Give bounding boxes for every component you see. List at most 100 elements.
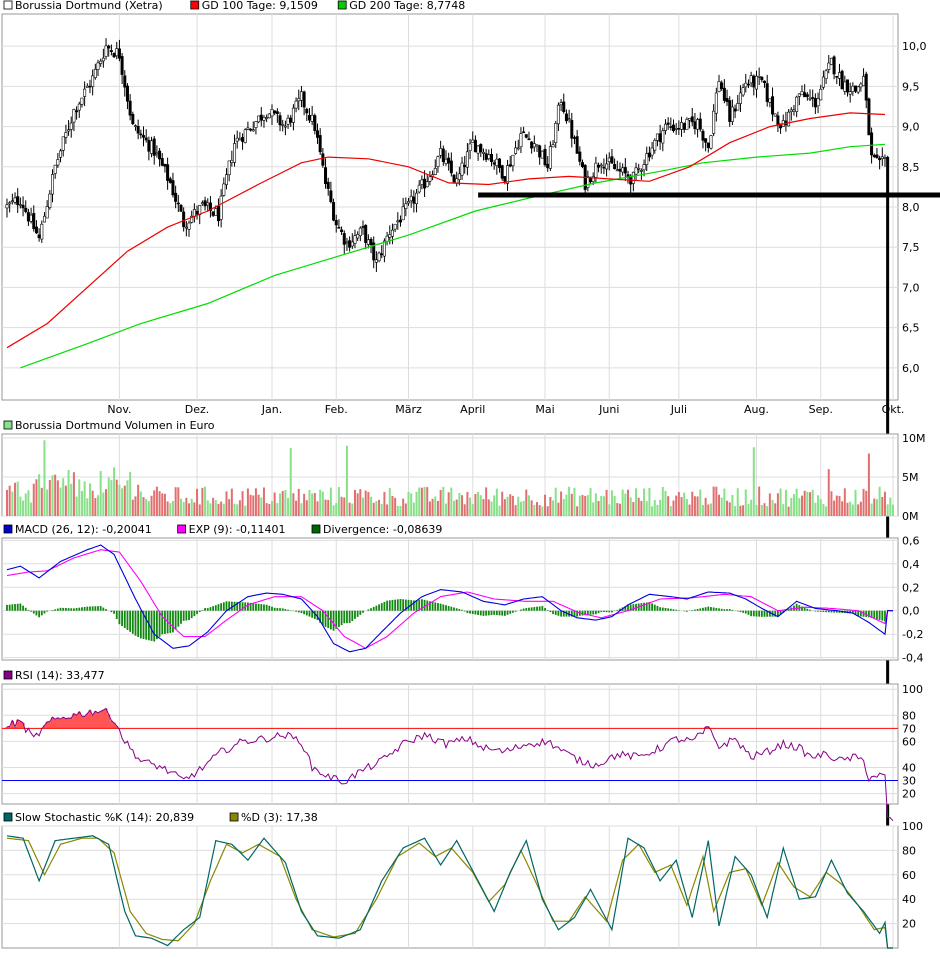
price-candle-body [332, 202, 336, 221]
price-candle-body [150, 140, 154, 154]
month-label: Mai [535, 403, 554, 416]
price-candle-body [69, 122, 73, 130]
price-candle-body [564, 113, 568, 122]
volume-bar [573, 487, 576, 516]
volume-bar [878, 486, 881, 516]
macd-divergence-bar [260, 604, 263, 611]
macd-divergence-bar [651, 603, 653, 611]
volume-bar [252, 495, 255, 516]
price-candle-body [647, 152, 651, 158]
volume-bar [608, 504, 611, 516]
macd-divergence-bar [463, 610, 466, 612]
volume-bar [359, 489, 362, 516]
price-candle-body [688, 118, 692, 121]
macd-ytick-label: 0,6 [902, 534, 920, 547]
volume-bar [386, 504, 389, 516]
price-candle-body [696, 119, 700, 130]
volume-bar [640, 500, 643, 516]
volume-bar [6, 489, 8, 516]
macd-divergence-bar [659, 607, 662, 611]
volume-bar [487, 499, 490, 516]
price-candle-body [610, 156, 614, 164]
month-label: März [395, 403, 422, 416]
volume-bar [51, 475, 54, 516]
rsi-line [6, 707, 894, 822]
price-candle-body [776, 115, 780, 125]
price-candle-body [476, 145, 480, 154]
price-candle-body [567, 118, 571, 120]
volume-bar [485, 487, 488, 516]
price-candle-body [174, 192, 178, 202]
price-candle-body [10, 200, 14, 203]
price-candle-body [286, 117, 290, 125]
price-candle-body [243, 129, 247, 143]
volume-bar [613, 495, 616, 516]
macd-divergence-bar [814, 610, 817, 612]
macd-divergence-bar [750, 610, 753, 617]
price-candle-body [128, 100, 132, 116]
volume-bar [313, 493, 316, 516]
macd-divergence-bar [11, 604, 14, 611]
volume-bar [273, 492, 276, 516]
price-candle-body [401, 206, 405, 221]
price-candle-body [107, 45, 111, 49]
volume-bar [72, 472, 75, 516]
macd-divergence-bar [691, 610, 694, 611]
macd-divergence-bar [600, 610, 603, 612]
volume-ytick-label: 10M [902, 432, 926, 445]
price-candle-body [345, 241, 349, 244]
volume-bar [32, 483, 35, 516]
price-candle-body [329, 190, 333, 203]
volume-bar [343, 497, 346, 516]
volume-bar [196, 488, 199, 516]
volume-bar [578, 495, 581, 516]
price-candle-body [372, 242, 376, 261]
price-candle-body [452, 174, 456, 183]
volume-bar [204, 486, 207, 516]
volume-bar [335, 503, 338, 516]
price-candle-body [342, 233, 346, 245]
price-candle-body [655, 133, 659, 141]
volume-bar [509, 494, 512, 516]
macd-divergence-bar [704, 607, 707, 611]
macd-divergence-bar [503, 610, 506, 616]
volume-bar [774, 503, 777, 516]
volume-bar [584, 495, 587, 516]
macd-legend-swatch [3, 524, 13, 534]
volume-bar [394, 497, 397, 516]
volume-bar [525, 489, 528, 516]
macd-divergence-bar [332, 610, 335, 631]
volume-legend-swatch [3, 420, 13, 430]
price-candle-body [465, 151, 469, 168]
price-candle-body [498, 158, 502, 168]
month-label: Nov. [107, 403, 131, 416]
price-candle-body [404, 203, 408, 209]
volume-bar [420, 487, 423, 516]
volume-bar [493, 495, 496, 516]
price-candle-body [851, 85, 855, 92]
macd-divergence-bar [86, 606, 89, 611]
macd-divergence-bar [22, 605, 24, 611]
price-legend-swatch [3, 0, 13, 10]
macd-divergence-bar [485, 610, 488, 616]
volume-bar [726, 500, 729, 516]
volume-bar [546, 506, 549, 516]
macd-divergence-bar [667, 608, 670, 611]
volume-bar [332, 505, 335, 516]
month-label: Sep. [809, 403, 833, 416]
price-candle-body [733, 108, 737, 112]
price-candle-body [190, 215, 194, 223]
price-candle-body [8, 202, 12, 205]
volume-bar [54, 474, 57, 516]
volume-bar [62, 478, 65, 516]
volume-bar [16, 481, 19, 516]
macd-divergence-bar [131, 610, 134, 634]
macd-divergence-bar [710, 607, 712, 611]
macd-divergence-bar [822, 610, 825, 612]
macd-ytick-label: -0,4 [902, 652, 923, 665]
volume-bar [123, 485, 126, 516]
month-label: Dez. [185, 403, 210, 416]
price-candle-body [765, 83, 769, 102]
price-candle-body [829, 57, 833, 65]
volume-bar [482, 499, 485, 516]
